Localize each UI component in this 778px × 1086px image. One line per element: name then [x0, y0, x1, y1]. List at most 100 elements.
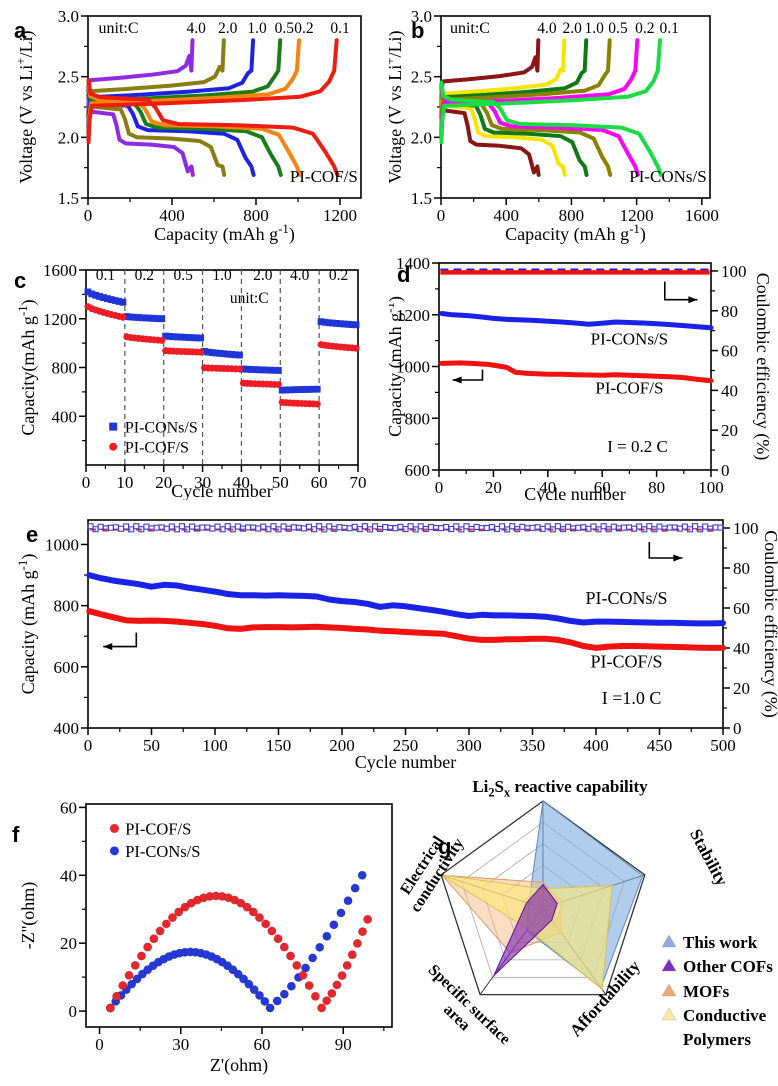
x-tick: 250 — [393, 736, 419, 755]
y-tick: 2.5 — [411, 68, 432, 87]
y-tick: 1.5 — [58, 189, 79, 208]
x-axis-title: Cycle number — [355, 752, 456, 772]
rate-label-0.1: 0.1 — [660, 20, 679, 37]
x-tick: 0 — [95, 1035, 104, 1054]
x-tick: 450 — [647, 736, 673, 755]
legend-label: Polymers — [683, 1030, 751, 1049]
x-tick: 90 — [335, 1035, 352, 1054]
legend-label: PI-CONs/S — [125, 842, 200, 861]
x-tick: 300 — [456, 736, 482, 755]
legend-label: PI-COF/S — [125, 440, 189, 457]
rate-label-1.0: 1.0 — [585, 20, 605, 37]
y2-tick: 0 — [733, 719, 742, 738]
y2-axis-title: Coulombic efficiency (%) — [760, 530, 778, 718]
y-axis-title: Capacity (mAh g-1) — [15, 554, 39, 695]
capacity-band-PI-COF/S — [86, 608, 726, 651]
y-tick: 2.0 — [411, 128, 432, 147]
x-tick: 30 — [194, 473, 211, 492]
x-tick: 150 — [266, 736, 292, 755]
annotation: I =1.0 C — [602, 688, 662, 708]
nyquist-series-PI-COF/S — [105, 891, 373, 1013]
y-tick: 800 — [52, 359, 78, 378]
sample-label: PI-COF/S — [290, 167, 358, 186]
x-tick: 400 — [159, 206, 185, 225]
axis-box — [85, 803, 393, 1028]
chart-a-gcd-picof: 0 400 800 1200 1.5 2.0 2.5 3.0 Capacity (mAh g-1… — [13, 7, 362, 245]
x-tick: 400 — [583, 736, 609, 755]
legend-marker-circle — [109, 442, 118, 451]
curve-discharge-4.0C — [439, 91, 541, 177]
x-tick: 70 — [350, 473, 367, 492]
rate-label-0.2: 0.2 — [294, 20, 313, 37]
sample-label: PI-CONs/S — [629, 167, 706, 186]
y-tick: 1400 — [396, 254, 430, 273]
y-tick: 400 — [54, 719, 80, 738]
row-2: 0 10 20 30 40 50 60 70 400 800 1200 1600 Cycle numbe… — [0, 252, 778, 502]
x-tick: 20 — [485, 478, 502, 497]
unit-label: unit:C — [99, 20, 139, 37]
y2-tick: 60 — [733, 599, 750, 618]
y-tick: 400 — [52, 407, 78, 426]
y-axis-title: Voltage (V vs Li+/Li) — [13, 30, 37, 183]
x-tick: 60 — [594, 478, 611, 497]
capacity-band-PI-COF/S — [439, 360, 714, 384]
rate-label-2.0: 2.0 — [253, 267, 273, 284]
panel-letter-c: c — [14, 268, 26, 293]
x-tick: 40 — [539, 478, 556, 497]
rate-label-1.0: 1.0 — [212, 267, 232, 284]
panel-letter-f: f — [12, 822, 20, 847]
y2-tick: 40 — [733, 639, 750, 658]
y2-axis-title: Coulombic efficiency (%) — [752, 273, 773, 461]
y-axis-title: Capacity(mAh g-1) — [15, 299, 39, 435]
x-tick: 500 — [710, 736, 736, 755]
radar-series-Conductive Polymers — [440, 874, 613, 991]
y2-tick: 100 — [721, 262, 747, 281]
rate-label-4.0: 4.0 — [537, 20, 557, 37]
legend-label: This work — [683, 933, 758, 952]
nyquist-series-PI-CONs/S — [105, 870, 367, 1013]
x-tick: 100 — [202, 736, 228, 755]
y2-tick: 80 — [721, 302, 738, 321]
x-tick: 40 — [233, 473, 250, 492]
curve-discharge-0.1C — [439, 80, 663, 177]
x-axis-title: Capacity (mAh g-1) — [154, 221, 295, 245]
chart-e-cycling-10c: 0 50 100 150 200 250 300 350 400 450 5004006008001… — [15, 519, 778, 772]
axis-pointer-arrow — [648, 542, 683, 559]
x-tick: 10 — [116, 473, 133, 492]
legend-dot — [109, 846, 119, 856]
rate-label-2.0: 2.0 — [563, 20, 583, 37]
radar-axis-label: Stability — [686, 826, 732, 890]
x-tick: 20 — [155, 473, 172, 492]
capacity-band-PI-CONs/S — [439, 311, 714, 331]
panel-letter-e: e — [26, 522, 38, 547]
row-4: 0 30 60 90 0 20 40 60 Z'(ohm) -Z''(ohm) f PI-COF/S P… — [0, 776, 778, 1086]
y-tick: 2.0 — [58, 128, 79, 147]
legend-label: Conductive — [683, 1006, 767, 1025]
curve-charge-0.1C — [86, 38, 339, 145]
rate-label-4.0: 4.0 — [186, 20, 206, 37]
x-tick: 0 — [435, 478, 444, 497]
radar-ring — [440, 800, 646, 996]
x-tick: 800 — [559, 206, 585, 225]
axis-pointer-arrow — [452, 369, 484, 381]
y2-tick: 20 — [733, 679, 750, 698]
row-3: 0 50 100 150 200 250 300 350 400 450 500 400 600 800 1… — [0, 502, 778, 776]
radar-axis-label: Li2Sx reactive capability — [472, 777, 648, 799]
y2-tick: 0 — [721, 461, 730, 480]
rate-label-2.0: 2.0 — [218, 20, 238, 37]
chart-c-rate-capability: 0 10 20 30 40 50 60 70 400 800 1200 1600 Cycle numbe… — [14, 261, 367, 500]
rate-label-1.0: 1.0 — [247, 20, 267, 37]
y-tick: 60 — [60, 798, 77, 817]
efficiency-band — [87, 523, 724, 533]
legend-label: PI-CONs/S — [125, 420, 198, 437]
x-tick: 50 — [272, 473, 289, 492]
y-tick: 3.0 — [411, 7, 432, 26]
y-tick: 1000 — [396, 358, 430, 377]
y-tick: 800 — [405, 409, 431, 428]
legend-dot — [109, 823, 119, 833]
series-PI-CONs/S — [84, 288, 360, 394]
radar-axis-label: Electricalconductivity — [400, 826, 467, 916]
panel-letter-b: b — [411, 18, 424, 43]
x-tick: 400 — [493, 206, 519, 225]
